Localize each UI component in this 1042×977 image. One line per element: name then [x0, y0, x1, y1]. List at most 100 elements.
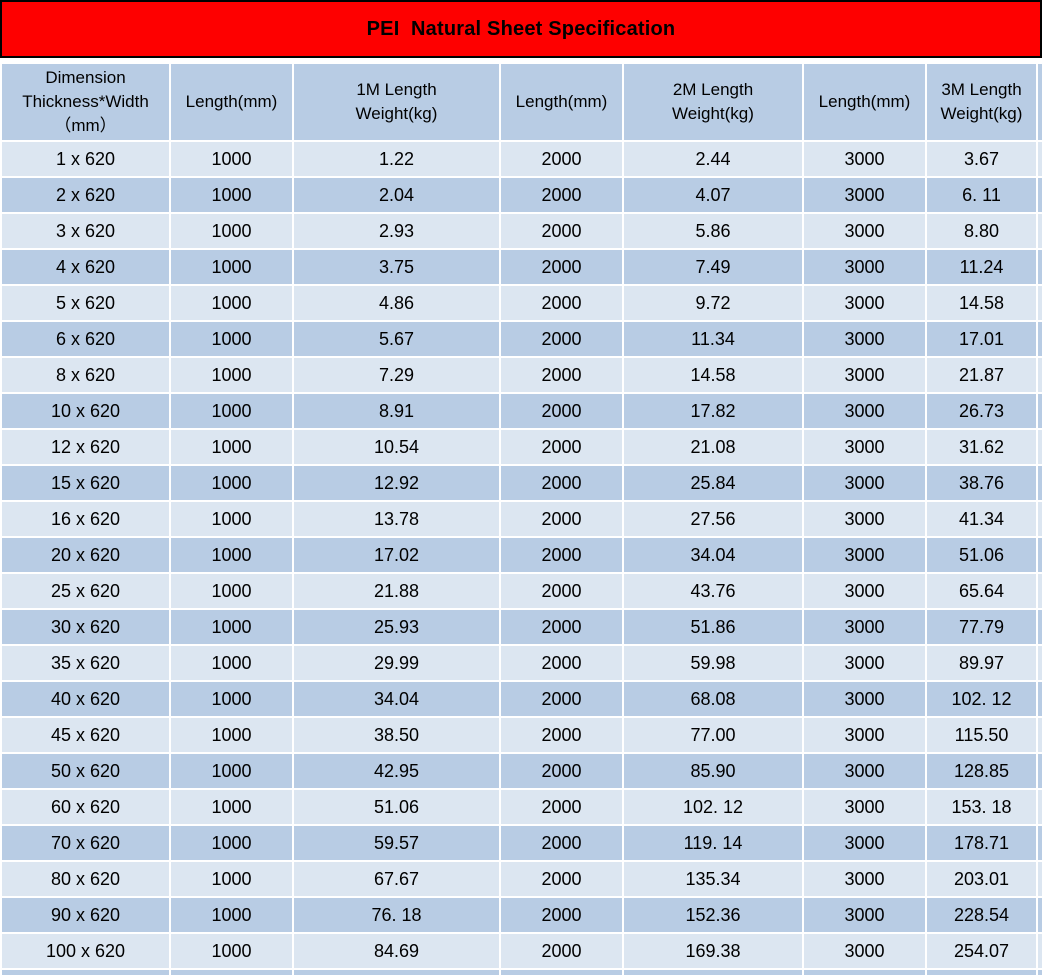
- cell-weight-3m: 21.87: [925, 356, 1038, 394]
- cell-weight-2m: 21.08: [622, 428, 804, 466]
- cell-length-1m: 1000: [169, 752, 294, 790]
- cell-length-1m: 1000: [169, 608, 294, 646]
- cell-length-3m: 3000: [802, 500, 927, 538]
- cell-length-1m: 1000: [169, 572, 294, 610]
- table-row: 90 x 620 1000 76. 18 2000 152.36 3000 228.54: [0, 896, 1042, 934]
- cell-weight-3m: 77.79: [925, 608, 1038, 646]
- cell-weight-3m: 115.50: [925, 716, 1038, 754]
- cell-length-1m: 1000: [169, 464, 294, 502]
- cell-length-2m: 2000: [499, 320, 624, 358]
- cell-dimension: 60 x 620: [0, 788, 171, 826]
- spec-table: Dimension Thickness*Width （mm） Length(mm…: [0, 62, 1042, 977]
- cell-edge-sliver: [1036, 464, 1042, 502]
- cell-dimension: 8 x 620: [0, 356, 171, 394]
- cell-length-2m: 2000: [499, 644, 624, 682]
- cell-weight-1m: 38.50: [292, 716, 501, 754]
- cell-weight-3m: 6. 11: [925, 176, 1038, 214]
- table-row: 2 x 620 1000 2.04 2000 4.07 3000 6. 11: [0, 176, 1042, 214]
- cell-weight-2m: 7.49: [622, 248, 804, 286]
- cell-length-2m: 2000: [499, 536, 624, 574]
- col-header-length-2m: Length(mm): [499, 62, 624, 142]
- cell-length-3m: 3000: [802, 824, 927, 862]
- cell-length-2m: 2000: [499, 572, 624, 610]
- cell-weight-3m: 254.07: [925, 932, 1038, 970]
- cell-length-1m: 1000: [169, 320, 294, 358]
- cell-weight-2m: 2.44: [622, 140, 804, 178]
- cell-dimension: 20 x 620: [0, 536, 171, 574]
- cell-weight-1m: 29.99: [292, 644, 501, 682]
- cell-dimension: 6 x 620: [0, 320, 171, 358]
- table-row: 1 x 620 1000 1.22 2000 2.44 3000 3.67: [0, 140, 1042, 178]
- cell-weight-1m: 2.04: [292, 176, 501, 214]
- cell-length-3m: 3000: [802, 932, 927, 970]
- cell-weight-1m: 21.88: [292, 572, 501, 610]
- cell-length-1m: 1000: [169, 212, 294, 250]
- cell-length-3m: 3000: [802, 680, 927, 718]
- table-row: 5 x 620 1000 4.86 2000 9.72 3000 14.58: [0, 284, 1042, 322]
- table-row: 30 x 620 1000 25.93 2000 51.86 3000 77.79: [0, 608, 1042, 646]
- col-header-weight-3m: 3M Length Weight(kg): [925, 62, 1038, 142]
- cell-length-3m: 3000: [802, 464, 927, 502]
- cell-weight-1m: 10.54: [292, 428, 501, 466]
- col-header-length-1m: Length(mm): [169, 62, 294, 142]
- cell-length-2m: 2000: [499, 932, 624, 970]
- cell-length-2m: 2000: [499, 248, 624, 286]
- cell-weight-1m: 5.67: [292, 320, 501, 358]
- cell-length-3m: 3000: [802, 608, 927, 646]
- cell-weight-1m: 84.69: [292, 932, 501, 970]
- cell-weight-2m: 11.34: [622, 320, 804, 358]
- cell-length-2m: 2000: [499, 788, 624, 826]
- cell-edge-sliver: [1036, 716, 1042, 754]
- cell-weight-3m: 51.06: [925, 536, 1038, 574]
- cell-length-1m: 1000: [169, 860, 294, 898]
- cell-length-3m: 3000: [802, 320, 927, 358]
- cell-weight-2m: 25.84: [622, 464, 804, 502]
- cell-weight-1m: 17.02: [292, 536, 501, 574]
- cell-length-3m: 3000: [802, 788, 927, 826]
- cell-weight-2m: 4.07: [622, 176, 804, 214]
- cell-weight-3m: 17.01: [925, 320, 1038, 358]
- cell-weight-1m: 12.92: [292, 464, 501, 502]
- col-header-edge-sliver: [1036, 62, 1042, 142]
- cell-weight-3m: 26.73: [925, 392, 1038, 430]
- cell-dimension: 80 x 620: [0, 860, 171, 898]
- cell-length-1m: 1000: [169, 500, 294, 538]
- cell-edge-sliver: [1036, 500, 1042, 538]
- cell-weight-3m: 14.58: [925, 284, 1038, 322]
- table-row: 12 x 620 1000 10.54 2000 21.08 3000 31.62: [0, 428, 1042, 466]
- cell-weight-1m: 13.78: [292, 500, 501, 538]
- cell-length-1m: 1000: [169, 824, 294, 862]
- cell-edge-sliver: [1036, 752, 1042, 790]
- header-row: Dimension Thickness*Width （mm） Length(mm…: [0, 62, 1042, 142]
- cell-edge-sliver: [1036, 644, 1042, 682]
- cell-length-2m: 2000: [499, 428, 624, 466]
- cell-weight-3m: 3.67: [925, 140, 1038, 178]
- cell-length-1m: 1000: [169, 680, 294, 718]
- cell-weight-2m: 135.34: [622, 860, 804, 898]
- table-body: 1 x 620 1000 1.22 2000 2.44 3000 3.67 2 x 620 10…: [0, 140, 1042, 977]
- cell-weight-1m: 7.29: [292, 356, 501, 394]
- cell-weight-2m: 119. 14: [622, 824, 804, 862]
- cell-weight-3m: 65.64: [925, 572, 1038, 610]
- cell-dimension: 40 x 620: [0, 680, 171, 718]
- cell-length-2m: 2000: [499, 176, 624, 214]
- cell-length-1m: 1000: [169, 536, 294, 574]
- cell-edge-sliver: [1036, 248, 1042, 286]
- cell-weight-1m: 59.57: [292, 824, 501, 862]
- cell-weight-3m: 38.76: [925, 464, 1038, 502]
- cell-weight-2m: 14.58: [622, 356, 804, 394]
- cell-edge-sliver: [1036, 356, 1042, 394]
- cell-edge-sliver: [1036, 536, 1042, 574]
- table-row: 8 x 620 1000 7.29 2000 14.58 3000 21.87: [0, 356, 1042, 394]
- table-row: 100 x 620 1000 84.69 2000 169.38 3000 254.07: [0, 932, 1042, 970]
- cell-length-2m: 2000: [499, 464, 624, 502]
- cell-dimension: 4 x 620: [0, 248, 171, 286]
- cell-weight-3m: 31.62: [925, 428, 1038, 466]
- cell-length-1m: 1000: [169, 356, 294, 394]
- cell-weight-2m: 17.82: [622, 392, 804, 430]
- cell-weight-3m: 8.80: [925, 212, 1038, 250]
- cell-weight-3m: 11.24: [925, 248, 1038, 286]
- cell-edge-sliver: [1036, 932, 1042, 970]
- cell-length-3m: 3000: [802, 572, 927, 610]
- cell-length-1m: 1000: [169, 428, 294, 466]
